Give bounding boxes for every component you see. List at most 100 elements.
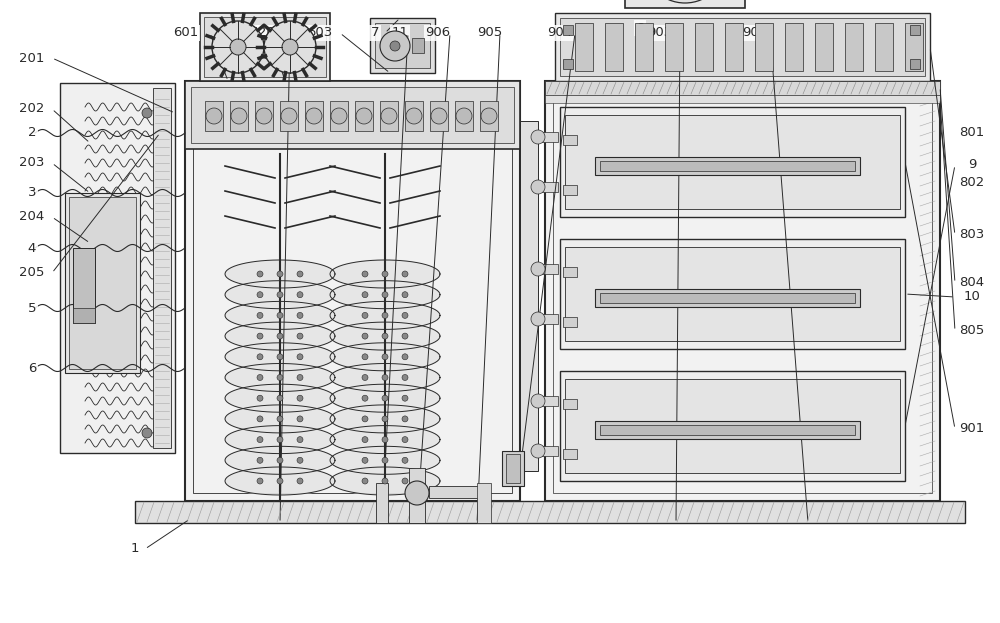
Circle shape	[402, 395, 408, 401]
Bar	[555, 13, 930, 81]
Circle shape	[402, 457, 408, 464]
Bar	[695, 23, 713, 71]
Bar	[375, 23, 430, 68]
Circle shape	[362, 271, 368, 277]
Bar	[560, 18, 925, 76]
Circle shape	[231, 108, 247, 124]
Circle shape	[297, 292, 303, 298]
Circle shape	[402, 354, 408, 360]
Circle shape	[256, 108, 272, 124]
Polygon shape	[225, 322, 335, 350]
Circle shape	[382, 437, 388, 442]
Bar	[755, 23, 773, 71]
Circle shape	[212, 21, 264, 73]
Polygon shape	[330, 302, 440, 330]
Circle shape	[362, 395, 368, 401]
Text: 903: 903	[647, 27, 673, 39]
Circle shape	[257, 457, 263, 464]
Polygon shape	[225, 281, 335, 308]
Circle shape	[206, 108, 222, 124]
Bar	[355, 101, 373, 131]
Text: 1: 1	[131, 543, 139, 556]
Circle shape	[531, 130, 545, 144]
Polygon shape	[225, 405, 335, 433]
Bar	[545, 95, 940, 103]
Circle shape	[306, 108, 322, 124]
Bar	[910, 25, 920, 35]
Circle shape	[390, 41, 400, 51]
Circle shape	[257, 271, 263, 277]
Text: 201: 201	[19, 52, 45, 65]
Bar	[600, 425, 855, 435]
Circle shape	[643, 0, 727, 3]
Circle shape	[257, 478, 263, 484]
Circle shape	[277, 374, 283, 381]
Text: 8: 8	[636, 22, 644, 34]
Bar	[600, 293, 855, 303]
Circle shape	[297, 354, 303, 360]
Bar	[563, 267, 577, 277]
Circle shape	[402, 333, 408, 339]
Polygon shape	[225, 260, 335, 288]
Circle shape	[257, 416, 263, 422]
Circle shape	[362, 416, 368, 422]
Bar	[910, 59, 920, 69]
Bar	[73, 248, 95, 323]
Bar	[405, 101, 423, 131]
Bar	[370, 18, 435, 73]
Polygon shape	[330, 322, 440, 350]
Circle shape	[382, 478, 388, 484]
Polygon shape	[225, 384, 335, 412]
Text: 4: 4	[28, 242, 36, 255]
Polygon shape	[330, 363, 440, 391]
Circle shape	[431, 108, 447, 124]
Circle shape	[297, 271, 303, 277]
Bar	[230, 101, 248, 131]
Bar	[330, 101, 348, 131]
Bar	[520, 121, 538, 471]
Bar	[191, 87, 514, 143]
Bar	[560, 239, 905, 349]
Circle shape	[382, 333, 388, 339]
Text: 805: 805	[959, 325, 985, 338]
Circle shape	[531, 312, 545, 326]
Polygon shape	[225, 426, 335, 454]
Circle shape	[277, 271, 283, 277]
Polygon shape	[330, 405, 440, 433]
Circle shape	[281, 108, 297, 124]
Circle shape	[277, 416, 283, 422]
Circle shape	[362, 292, 368, 298]
Circle shape	[142, 108, 152, 118]
Bar	[430, 101, 448, 131]
Circle shape	[277, 457, 283, 464]
Bar	[605, 23, 623, 71]
Circle shape	[297, 437, 303, 442]
Polygon shape	[225, 343, 335, 371]
Bar	[565, 115, 900, 209]
Bar	[575, 23, 593, 71]
Text: 7: 7	[371, 27, 379, 39]
Circle shape	[362, 437, 368, 442]
Bar	[785, 23, 803, 71]
Circle shape	[405, 481, 429, 505]
Polygon shape	[225, 302, 335, 330]
Circle shape	[257, 437, 263, 442]
Bar	[455, 101, 473, 131]
Circle shape	[277, 312, 283, 318]
Circle shape	[402, 437, 408, 442]
Bar	[625, 0, 745, 8]
Text: 5: 5	[28, 302, 36, 315]
Bar	[73, 308, 95, 323]
Bar	[563, 185, 577, 195]
Circle shape	[362, 333, 368, 339]
Circle shape	[297, 457, 303, 464]
Circle shape	[402, 416, 408, 422]
Text: 804: 804	[959, 277, 985, 290]
Text: 204: 204	[19, 211, 45, 224]
Text: 602: 602	[235, 27, 261, 39]
Circle shape	[531, 180, 545, 194]
Bar	[538, 132, 558, 142]
Text: 803: 803	[959, 229, 985, 242]
Text: 11: 11	[392, 27, 409, 39]
Text: 905: 905	[477, 27, 503, 39]
